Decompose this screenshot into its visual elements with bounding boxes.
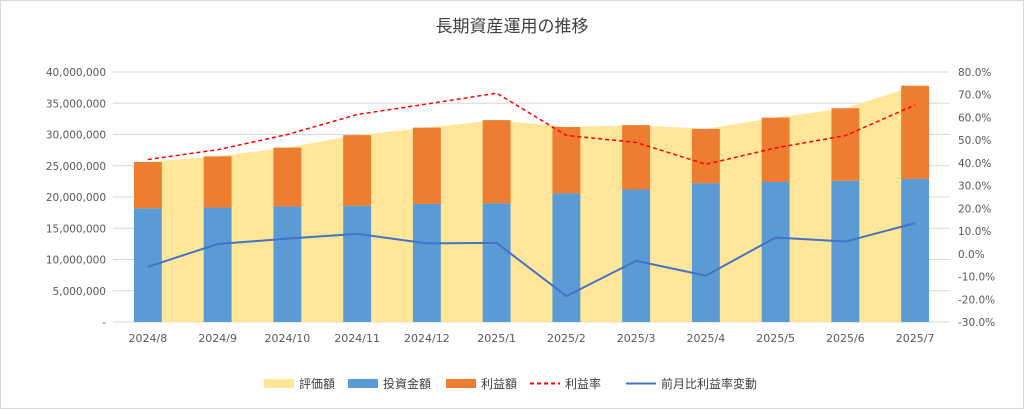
bar-investment (343, 205, 372, 322)
legend: 評価額 投資金額 利益額 利益率 前月比利益率変動 (264, 376, 757, 391)
x-tick-label: 2024/12 (404, 332, 450, 345)
bar-profit (482, 120, 511, 204)
left-tick-label: 15,000,000 (46, 223, 106, 235)
right-tick-label: 50.0% (958, 135, 991, 147)
x-tick-label: 2025/6 (826, 332, 865, 345)
bar-layer (133, 85, 930, 322)
line-series-mom-change (147, 222, 916, 298)
bar-investment (412, 203, 441, 322)
legend-item: 投資金額 (348, 376, 431, 391)
chart-title: 長期資産運用の推移 (436, 17, 589, 37)
left-tick-label: 5,000,000 (53, 286, 106, 298)
bar-investment (761, 182, 790, 322)
x-tick-label: 2025/3 (617, 332, 656, 345)
x-axis: 2024/8 2024/9 2024/10 2024/11 2024/12 2025/1 2… (129, 332, 935, 345)
x-tick-label: 2024/10 (265, 332, 311, 345)
bar-investment (622, 189, 651, 322)
right-tick-label: 80.0% (958, 67, 991, 79)
left-tick-label: 25,000,000 (46, 161, 106, 173)
bar-profit (133, 162, 162, 209)
bar-profit (901, 85, 930, 179)
bar-investment (273, 206, 302, 322)
bar-investment (552, 193, 581, 322)
x-tick-label: 2025/7 (896, 332, 935, 345)
x-tick-label: 2024/8 (129, 332, 168, 345)
line-series-profit-rate (147, 92, 916, 166)
line-layer (147, 92, 916, 298)
left-tick-label: 30,000,000 (46, 130, 106, 142)
legend-swatch (264, 379, 294, 388)
bar-profit (412, 127, 441, 204)
left-tick-label: - (102, 317, 106, 329)
bar-investment (831, 180, 860, 322)
legend-item: 前月比利益率変動 (626, 376, 757, 391)
legend-label: 評価額 (299, 376, 335, 391)
right-axis: -30.0% -20.0% -10.0% 0.0% 10.0% 20.0% 30.0% 40.… (958, 67, 995, 329)
left-tick-label: 35,000,000 (46, 98, 106, 110)
area-layer (147, 85, 916, 322)
left-tick-label: 40,000,000 (46, 67, 106, 79)
bar-profit (831, 108, 860, 181)
bar-profit (203, 156, 232, 208)
legend-item: 利益額 (446, 377, 517, 391)
legend-label: 利益率 (565, 376, 601, 391)
bar-profit (343, 135, 372, 206)
right-tick-label: -30.0% (958, 317, 995, 329)
bar-investment (482, 203, 511, 322)
legend-label: 投資金額 (383, 376, 431, 391)
bar-profit (691, 128, 720, 184)
x-tick-label: 2025/5 (756, 332, 795, 345)
right-tick-label: 70.0% (958, 90, 991, 102)
bar-investment (203, 207, 232, 322)
x-tick-label: 2025/2 (547, 332, 586, 345)
right-tick-label: 30.0% (958, 181, 991, 193)
legend-label: 利益額 (481, 377, 517, 391)
right-tick-label: 60.0% (958, 112, 991, 124)
right-tick-label: 20.0% (958, 203, 991, 215)
bar-investment (901, 178, 930, 322)
x-tick-label: 2025/4 (687, 332, 726, 345)
left-tick-label: 20,000,000 (46, 192, 106, 204)
legend-item: 利益率 (530, 376, 601, 391)
bar-investment (133, 208, 162, 322)
right-tick-label: 10.0% (958, 226, 991, 238)
legend-swatch (446, 379, 476, 388)
legend-swatch (348, 379, 378, 388)
bar-profit (552, 127, 581, 194)
right-tick-label: -20.0% (958, 294, 995, 306)
area-series-評価額 (147, 85, 916, 322)
left-tick-label: 10,000,000 (46, 255, 106, 267)
bar-profit (761, 117, 790, 182)
bar-profit (273, 147, 302, 207)
bar-investment (691, 183, 720, 322)
left-axis: - 5,000,000 10,000,000 15,000,000 20,000,000… (46, 67, 106, 329)
legend-label: 前月比利益率変動 (661, 376, 757, 391)
x-tick-label: 2025/1 (477, 332, 516, 345)
legend-item: 評価額 (264, 376, 335, 391)
bar-profit (622, 125, 651, 190)
x-tick-label: 2024/11 (334, 332, 380, 345)
x-tick-label: 2024/9 (198, 332, 237, 345)
right-tick-label: 0.0% (958, 249, 985, 261)
right-tick-label: 40.0% (958, 158, 991, 170)
right-tick-label: -10.0% (958, 272, 995, 284)
